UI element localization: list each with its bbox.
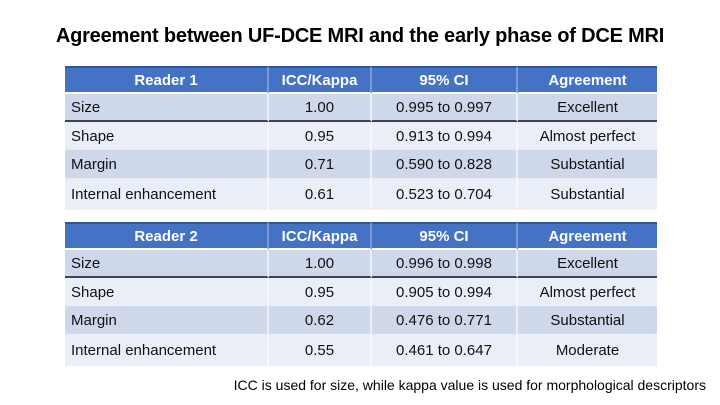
reader2-table: Reader 2 ICC/Kappa 95% CI Agreement Size… bbox=[65, 222, 657, 366]
row-ci: 0.590 to 0.828 bbox=[372, 150, 518, 178]
row-label: Margin bbox=[65, 306, 269, 334]
reader2-header-reader: Reader 2 bbox=[65, 222, 269, 250]
row-label: Internal enhancement bbox=[65, 334, 269, 366]
row-value: 1.00 bbox=[269, 94, 372, 122]
row-value: 0.61 bbox=[269, 178, 372, 210]
reader2-header-icc-kappa: ICC/Kappa bbox=[269, 222, 372, 250]
row-value: 0.71 bbox=[269, 150, 372, 178]
footnote: ICC is used for size, while kappa value … bbox=[233, 377, 706, 393]
row-agreement: Almost perfect bbox=[518, 122, 657, 150]
row-ci: 0.913 to 0.994 bbox=[372, 122, 518, 150]
row-ci: 0.905 to 0.994 bbox=[372, 278, 518, 306]
reader1-header-reader: Reader 1 bbox=[65, 66, 269, 94]
table-row-size: Size 1.00 0.996 to 0.998 Excellent bbox=[65, 250, 657, 278]
row-value: 0.55 bbox=[269, 334, 372, 366]
row-ci: 0.996 to 0.998 bbox=[372, 250, 518, 278]
table-row-margin: Margin 0.71 0.590 to 0.828 Substantial bbox=[65, 150, 657, 178]
row-agreement: Almost perfect bbox=[518, 278, 657, 306]
row-agreement: Substantial bbox=[518, 178, 657, 210]
row-label: Size bbox=[65, 94, 269, 122]
row-ci: 0.476 to 0.771 bbox=[372, 306, 518, 334]
row-agreement: Substantial bbox=[518, 150, 657, 178]
row-value: 1.00 bbox=[269, 250, 372, 278]
reader1-header-agreement: Agreement bbox=[518, 66, 657, 94]
table-row-shape: Shape 0.95 0.913 to 0.994 Almost perfect bbox=[65, 122, 657, 150]
row-label: Size bbox=[65, 250, 269, 278]
row-agreement: Excellent bbox=[518, 250, 657, 278]
reader1-header-95ci: 95% CI bbox=[372, 66, 518, 94]
row-agreement: Excellent bbox=[518, 94, 657, 122]
table-row-margin: Margin 0.62 0.476 to 0.771 Substantial bbox=[65, 306, 657, 334]
slide-title: Agreement between UF-DCE MRI and the ear… bbox=[55, 25, 665, 47]
reader2-header-agreement: Agreement bbox=[518, 222, 657, 250]
row-ci: 0.461 to 0.647 bbox=[372, 334, 518, 366]
table-row-internal-enhancement: Internal enhancement 0.61 0.523 to 0.704… bbox=[65, 178, 657, 210]
reader2-header-row: Reader 2 ICC/Kappa 95% CI Agreement bbox=[65, 222, 657, 250]
table-row-size: Size 1.00 0.995 to 0.997 Excellent bbox=[65, 94, 657, 122]
row-agreement: Moderate bbox=[518, 334, 657, 366]
table-row-internal-enhancement: Internal enhancement 0.55 0.461 to 0.647… bbox=[65, 334, 657, 366]
row-value: 0.95 bbox=[269, 122, 372, 150]
row-value: 0.62 bbox=[269, 306, 372, 334]
row-label: Shape bbox=[65, 278, 269, 306]
reader1-table: Reader 1 ICC/Kappa 95% CI Agreement Size… bbox=[65, 66, 657, 210]
row-label: Internal enhancement bbox=[65, 178, 269, 210]
row-ci: 0.523 to 0.704 bbox=[372, 178, 518, 210]
row-agreement: Substantial bbox=[518, 306, 657, 334]
row-label: Margin bbox=[65, 150, 269, 178]
reader1-header-row: Reader 1 ICC/Kappa 95% CI Agreement bbox=[65, 66, 657, 94]
row-value: 0.95 bbox=[269, 278, 372, 306]
table-row-shape: Shape 0.95 0.905 to 0.994 Almost perfect bbox=[65, 278, 657, 306]
reader1-header-icc-kappa: ICC/Kappa bbox=[269, 66, 372, 94]
row-label: Shape bbox=[65, 122, 269, 150]
row-ci: 0.995 to 0.997 bbox=[372, 94, 518, 122]
reader2-header-95ci: 95% CI bbox=[372, 222, 518, 250]
